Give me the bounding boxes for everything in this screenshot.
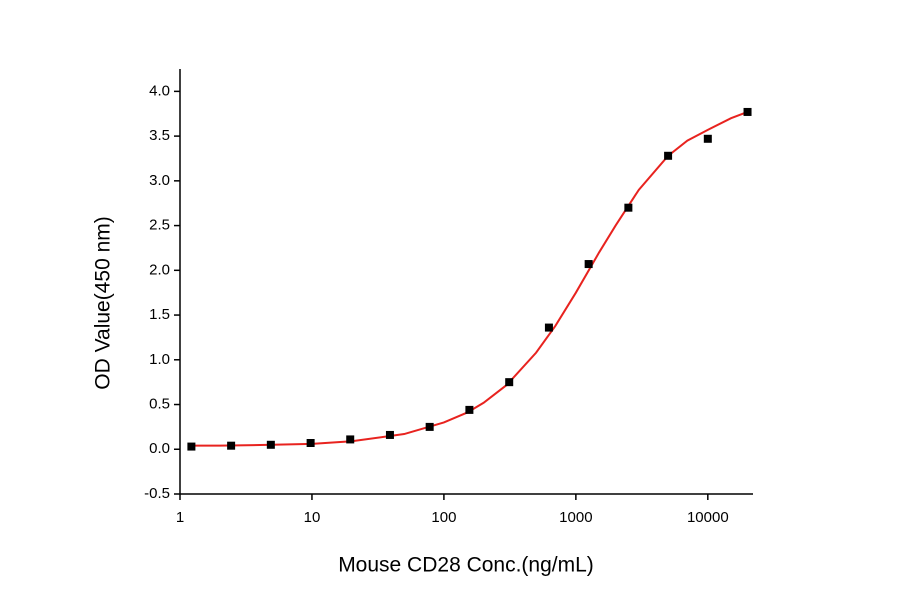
y-tick-label: 4.0: [149, 82, 170, 99]
y-tick-label: 3.0: [149, 172, 170, 189]
y-tick-label: -0.5: [144, 485, 170, 502]
y-tick-label: 0.5: [149, 395, 170, 412]
x-tick-label: 10: [304, 509, 321, 526]
data-point: [703, 134, 712, 143]
data-point: [743, 107, 752, 116]
data-point: [227, 441, 236, 450]
data-point: [624, 203, 633, 212]
x-axis-title: Mouse CD28 Conc.(ng/mL): [338, 554, 594, 577]
data-point: [385, 430, 394, 439]
y-tick-label: 0.0: [149, 440, 170, 457]
data-point: [425, 422, 434, 431]
data-point: [465, 405, 474, 414]
y-tick-label: 2.0: [149, 261, 170, 278]
data-point: [664, 151, 673, 160]
data-point: [187, 442, 196, 451]
data-point: [584, 260, 593, 269]
data-point: [346, 435, 355, 444]
data-point: [306, 439, 315, 447]
x-tick-label: 100: [431, 509, 456, 526]
y-tick-label: 1.0: [149, 351, 170, 368]
data-point: [505, 378, 514, 387]
y-tick-label: 1.5: [149, 306, 170, 323]
x-tick-label: 10000: [687, 509, 729, 526]
fit-curve: [190, 111, 748, 447]
x-tick-label: 1: [176, 509, 184, 526]
x-tick-label: 1000: [559, 509, 592, 526]
y-tick-label: 3.5: [149, 127, 170, 144]
y-axis-title: OD Value(450 nm): [92, 216, 115, 390]
data-point: [544, 323, 553, 332]
y-tick-label: 2.5: [149, 217, 170, 234]
data-point: [266, 440, 275, 449]
